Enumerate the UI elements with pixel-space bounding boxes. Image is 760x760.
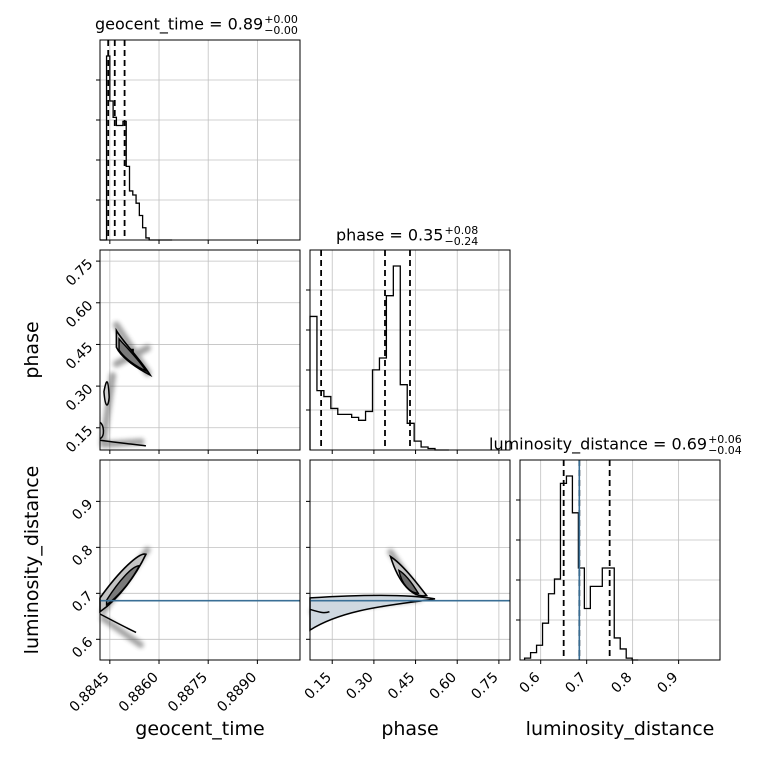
panel-geocent-time-vs-luminosity-distance-ytick-label-3: 0.9 <box>69 496 96 523</box>
ylabel-phase: phase <box>21 321 43 378</box>
panel-geocent-time-vs-phase-ytick-label-2: 0.45 <box>63 339 96 372</box>
panel-geocent-time-vs-luminosity-distance-density <box>99 546 151 649</box>
ylabel-luminosity-distance: luminosity_distance <box>21 466 43 655</box>
panel-geocent-time-vs-phase-density <box>99 321 153 448</box>
panel-geocent-time-vs-phase-ytick-label-0: 0.15 <box>63 423 96 456</box>
title-luminosity-distance-minus: −0.04 <box>708 444 742 457</box>
title-luminosity-distance-plus: +0.06 <box>708 433 742 446</box>
panel-geocent-time-vs-luminosity-distance-ytick-label-0: 0.6 <box>69 634 96 661</box>
panel-geocent-time-vs-luminosity-distance-xtick-label-0: 0.8845 <box>67 670 113 716</box>
panel-geocent-time-vs-luminosity-distance-xtick-label-1: 0.8860 <box>116 670 162 716</box>
marginal-geocent-time-frame <box>99 39 301 241</box>
panel-geocent-time-vs-phase-ytick-label-3: 0.60 <box>63 298 96 331</box>
panel-geocent-time-vs-phase-contour-inner <box>118 337 148 373</box>
panel-phase-vs-luminosity-distance-contour-inner <box>397 569 420 595</box>
panel-phase-vs-luminosity-distance-density <box>309 548 436 632</box>
panel-geocent-time-vs-phase-frame <box>99 249 301 451</box>
marginal-luminosity-distance-histogram <box>523 475 639 661</box>
title-geocent-time-minus: −0.00 <box>264 24 298 37</box>
marginal-luminosity-distance-xtick-label-1: 0.7 <box>562 670 589 697</box>
marginal-luminosity-distance-frame <box>519 459 721 661</box>
marginal-luminosity-distance-xtick-label-2: 0.8 <box>608 670 635 697</box>
panel-geocent-time-vs-phase-ytick-label-4: 0.75 <box>63 256 96 289</box>
marginal-phase-frame <box>309 249 511 451</box>
title-phase-plus: +0.08 <box>444 224 479 237</box>
title-phase-label: phase = 0.35 <box>336 225 444 245</box>
panel-geocent-time-vs-luminosity-distance-xtick-label-3: 0.8890 <box>214 670 260 716</box>
panel-geocent-time-vs-phase-contour-tail <box>99 439 147 447</box>
panel-phase-vs-luminosity-distance-xtick-label-4: 0.75 <box>468 670 501 703</box>
xlabel-luminosity-distance: luminosity_distance <box>526 718 715 740</box>
xlabel-phase: phase <box>381 718 438 740</box>
title-luminosity-distance-label: luminosity_distance = 0.69 <box>489 434 708 454</box>
title-geocent-time-plus: +0.00 <box>264 13 298 26</box>
title-geocent-time: geocent_time = 0.89 +0.00 −0.00 <box>95 14 298 36</box>
panel-geocent-time-vs-phase-contour-low <box>103 381 110 406</box>
panel-phase-vs-luminosity-distance-xtick-label-2: 0.45 <box>385 670 418 703</box>
panel-geocent-time-vs-phase-contour-edge <box>99 421 105 440</box>
panel-geocent-time-vs-phase-ytick-label-1: 0.30 <box>63 381 96 414</box>
panel-phase-vs-luminosity-distance-contour-outer <box>389 554 429 597</box>
marginal-luminosity-distance-xtick-label-3: 0.9 <box>654 670 681 697</box>
marginal-geocent-time-histogram <box>100 55 173 241</box>
panel-phase-vs-luminosity-distance-contour-band <box>309 594 436 632</box>
panel-phase-vs-luminosity-distance-xtick-label-1: 0.30 <box>343 670 376 703</box>
panel-phase-vs-luminosity-distance-xtick-label-0: 0.15 <box>302 670 335 703</box>
marginal-luminosity-distance-xtick-label-0: 0.6 <box>516 669 543 696</box>
title-geocent-time-label: geocent_time = 0.89 <box>95 14 264 34</box>
panel-phase-vs-luminosity-distance-contour-edge <box>309 608 330 614</box>
marginal-phase-histogram <box>309 265 449 451</box>
title-luminosity-distance: luminosity_distance = 0.69 +0.06 −0.04 <box>489 434 742 456</box>
title-phase-minus: −0.24 <box>444 235 479 248</box>
panel-geocent-time-vs-luminosity-distance-contour-tail <box>99 613 137 634</box>
panel-phase-vs-luminosity-distance-xtick-label-3: 0.60 <box>427 670 460 703</box>
panel-geocent-time-vs-luminosity-distance-ytick-label-2: 0.8 <box>69 542 96 569</box>
panel-geocent-time-vs-luminosity-distance-frame <box>99 459 301 661</box>
panel-geocent-time-vs-luminosity-distance-ytick-label-1: 0.7 <box>69 588 96 615</box>
xlabel-geocent-time: geocent_time <box>135 718 264 740</box>
panel-phase-vs-luminosity-distance-frame <box>309 459 511 661</box>
panel-geocent-time-vs-luminosity-distance-xtick-label-2: 0.8875 <box>165 670 211 716</box>
title-phase: phase = 0.35 +0.08 −0.24 <box>336 225 478 247</box>
